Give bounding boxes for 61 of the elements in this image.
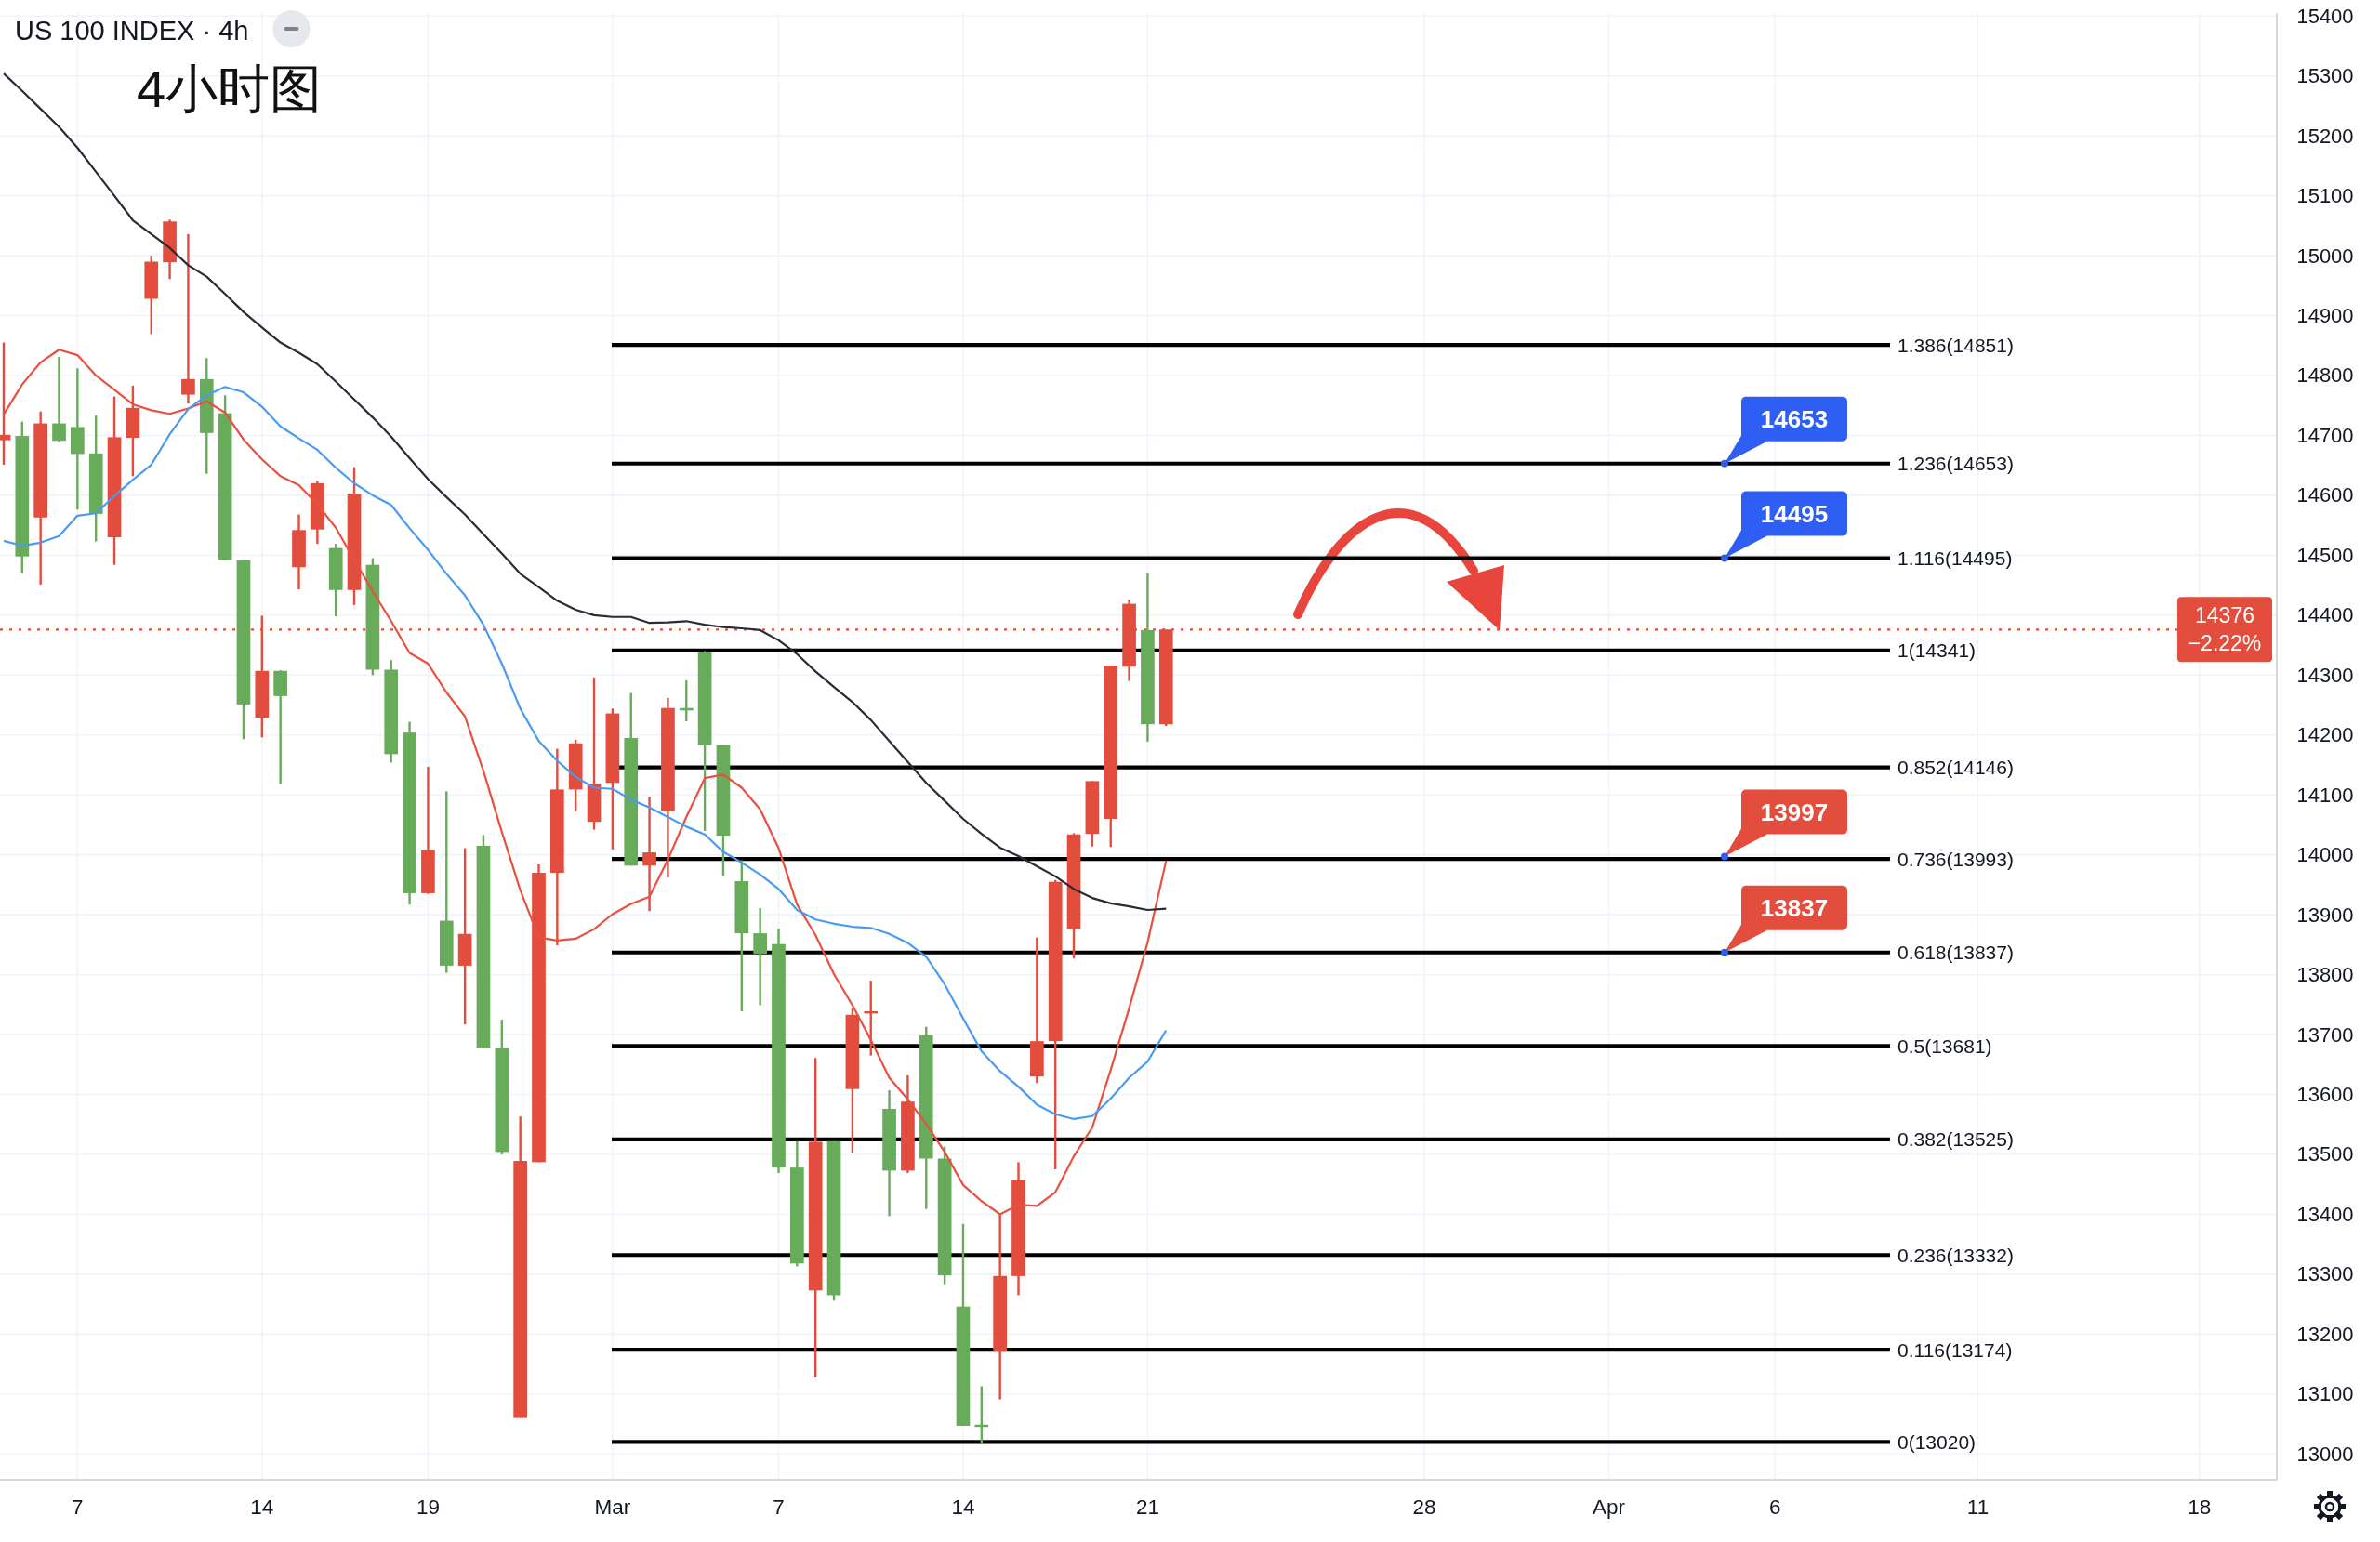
y-tick-label: 14700 [2296,423,2354,447]
ref-line-label: 1.236(14653) [1897,453,2014,475]
x-tick-label: 21 [1135,1495,1159,1519]
chart-subtitle: US 100 INDEX · 4h [15,16,249,46]
y-tick-label: 14100 [2296,783,2354,807]
ref-line-label: 1(14341) [1897,639,1977,662]
x-tick-label: Apr [1593,1495,1626,1519]
ref-line-label: 14376 −2.22% [2188,603,2262,656]
ref-line-label: 1.386(14851) [1897,334,2014,356]
y-tick-label: 13800 [2296,963,2354,987]
y-tick-label: 15000 [2296,244,2354,268]
y-tick-label: 14000 [2296,843,2354,867]
x-tick-label: 14 [951,1495,975,1519]
y-tick-label: 14900 [2296,304,2354,328]
x-tick-label: 28 [1412,1495,1436,1519]
ref-line-label: 0.236(13332) [1897,1244,2014,1266]
ref-line-label: 1.116(14495) [1897,547,2013,570]
callout: 14495 [1721,491,1847,562]
y-tick-label: 14400 [2296,603,2354,627]
x-tick-label: 7 [773,1495,785,1519]
callout: 13837 [1721,885,1847,956]
y-tick-label: 13400 [2296,1202,2354,1226]
y-tick-label: 13700 [2296,1022,2354,1047]
y-tick-label: 13900 [2296,903,2354,927]
ref-line-label: 0.5(13681) [1897,1035,1992,1057]
y-tick-label: 15300 [2296,64,2354,88]
y-tick-label: 13600 [2296,1083,2354,1107]
ref-line-label: 0.382(13525) [1897,1128,2014,1151]
y-tick-label: 14600 [2296,483,2354,507]
y-tick-label: 14200 [2296,723,2354,747]
callout: 13997 [1721,789,1847,861]
annotation: 14653 [1760,404,1829,433]
y-tick-label: 13000 [2296,1442,2354,1466]
ref-line-label: 0.852(14146) [1897,757,2014,779]
x-tick-label: 18 [2188,1495,2212,1519]
x-tick-label: 6 [1768,1495,1781,1519]
annotation: 14495 [1760,499,1829,528]
x-tick-label: Mar [594,1495,631,1519]
annotation: 13997 [1760,797,1829,826]
y-tick-label: 15400 [2296,4,2354,28]
ref-line-label: 0.116(13174) [1897,1338,2013,1361]
header: US 100 INDEX · 4h 4小时图 [15,10,323,118]
y-tick-label: 14800 [2296,363,2354,388]
y-tick-label: 13200 [2296,1322,2354,1346]
annotation: 13837 [1760,893,1829,922]
y-tick-label: 15200 [2296,124,2354,148]
x-tick-label: 11 [1966,1495,1990,1519]
y-tick-label: 14300 [2296,663,2354,687]
ref-line-label: 0(13020) [1897,1430,1977,1453]
y-tick-label: 13100 [2296,1382,2354,1406]
y-tick-label: 14500 [2296,543,2354,567]
ref-line-label: 0.618(13837) [1897,942,2014,964]
ref-line-label: 0.736(13993) [1897,848,2014,870]
y-tick-label: 13300 [2296,1262,2354,1286]
y-tick-label: 15100 [2296,184,2354,208]
price-tag: 14376 −2.22% [2177,597,2272,663]
y-tick-label: 13500 [2296,1142,2354,1166]
x-tick-label: 7 [72,1495,84,1519]
x-tick-label: 19 [416,1495,440,1519]
x-tick-label: 14 [250,1495,274,1519]
callout: 14653 [1721,396,1847,468]
